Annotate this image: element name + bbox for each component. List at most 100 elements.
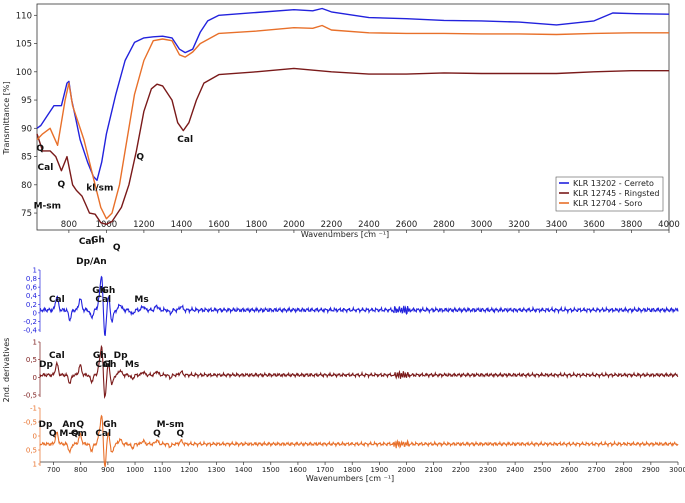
bottom-y-tick-label: 1 — [33, 339, 37, 347]
top-y-tick-label: 90 — [21, 124, 32, 134]
top-annotation-label: kl/sm — [86, 183, 113, 193]
top-annotation-label: Q — [58, 180, 66, 190]
bottom-y-tick-label: 1 — [33, 267, 37, 275]
bottom-x-tick-label: 1800 — [343, 466, 361, 474]
bottom-x-tick-label: 2800 — [615, 466, 633, 474]
bottom-y-tick-label: 0 — [33, 309, 37, 317]
bottom-y-tick-label: 0,2 — [26, 301, 37, 309]
bottom-y-tick-label: -1 — [30, 405, 37, 413]
bottom-x-tick-label: 1000 — [126, 466, 144, 474]
bottom-x-tick-label: 2000 — [398, 466, 416, 474]
legend-label-ringsted: KLR 12745 - Ringsted — [573, 189, 659, 198]
top-x-tick-label: 4000 — [658, 220, 680, 230]
top-y-tick-label: 95 — [21, 96, 32, 106]
bottom-annotation-label: Cal — [95, 429, 111, 439]
bottom-annotation-label: Cal — [49, 351, 65, 361]
bottom-annotation-label: Q — [177, 429, 185, 439]
bottom-annotation-label: Gh — [103, 420, 117, 430]
bottom-series-line-1 — [39, 344, 679, 399]
bottom-annotation-label: Cal — [95, 360, 111, 370]
top-plot-frame — [36, 3, 670, 231]
top-annotation-label: Gh — [91, 235, 105, 245]
bottom-x-tick-label: 1600 — [289, 466, 307, 474]
top-x-axis-label: Wavenumbers [cm ⁻¹] — [301, 230, 389, 239]
bottom-x-tick-label: 700 — [47, 466, 60, 474]
bottom-y-tick-label: 1 — [33, 461, 37, 469]
bottom-x-tick-label: 1300 — [208, 466, 226, 474]
top-annotation-label: Q — [36, 144, 44, 154]
bottom-annotations: CalGhCalGhMsDpCalCalGhGhDpMsQDpQQM-smAnC… — [38, 286, 184, 439]
top-annotation-label: Cal — [177, 135, 193, 145]
bottom-x-tick-label: 2900 — [642, 466, 660, 474]
bottom-series-lines — [39, 275, 679, 468]
bottom-annotation-label: Cal — [49, 295, 65, 305]
top-annotation-label: Cal — [79, 237, 95, 247]
top-y-ticks: 75 80 85 90 95 100 105 110 — [16, 11, 37, 219]
bottom-y-tick-label: -0,4 — [23, 327, 37, 335]
bottom-x-tick-label: 1500 — [262, 466, 280, 474]
top-x-tick-label: 1200 — [133, 220, 155, 230]
top-x-tick-label: 1600 — [208, 220, 230, 230]
top-annotation-label: Q — [113, 243, 121, 253]
top-x-tick-label: 800 — [61, 220, 77, 230]
bottom-y-tick-label: 0,5 — [26, 447, 37, 455]
bottom-series-line-0 — [39, 275, 679, 337]
top-y-tick-label: 80 — [21, 181, 32, 191]
bottom-annotation-label: Q — [153, 429, 161, 439]
bottom-y-tick-label: 0,6 — [26, 284, 38, 292]
bottom-annotation-label: M-sm — [59, 429, 86, 439]
bottom-x-tick-label: 1200 — [180, 466, 198, 474]
bottom-annotation-label: Ms — [125, 360, 139, 370]
top-y-axis-label: Transmittance [%] — [2, 81, 11, 155]
bottom-annotation-label: Q — [76, 420, 84, 430]
bottom-x-tick-label: 2500 — [533, 466, 551, 474]
bottom-y-tick-label: -0,5 — [23, 419, 37, 427]
top-y-tick-label: 105 — [16, 40, 32, 50]
top-series-line-2 — [36, 24, 669, 220]
bottom-x-tick-label: 800 — [74, 466, 87, 474]
top-x-tick-label: 1000 — [96, 220, 118, 230]
top-x-tick-label: 3400 — [546, 220, 568, 230]
transmittance-chart: 75 80 85 90 95 100 105 110 800 1000 1200 1400 1600 1… — [2, 3, 680, 267]
bottom-annotation-label: M-sm — [157, 420, 184, 430]
bottom-annotation-label: Dp — [38, 420, 52, 430]
bottom-annotation-label: Gh — [92, 286, 106, 296]
bottom-y-tick-label: 0,4 — [26, 292, 38, 300]
top-annotation-label: Cal — [38, 163, 54, 173]
bottom-y-tick-label: -0,5 — [23, 392, 37, 400]
derivative-chart: 700 800 900 1000 1100 1200 1300 1400 1500 1600 170… — [2, 267, 685, 484]
top-series-line-1 — [36, 67, 669, 225]
legend-box — [555, 176, 664, 212]
bottom-y-axis-label: 2nd. derivatives — [2, 338, 11, 403]
bottom-series-line-2 — [39, 414, 679, 468]
bottom-x-tick-label: 2400 — [506, 466, 524, 474]
bottom-y-tick-label: 0 — [33, 433, 37, 441]
top-series-lines — [36, 7, 670, 225]
top-x-tick-label: 3200 — [508, 220, 530, 230]
bottom-y-axes: 10,80,60,40,20-0,2-0,410,50-0,5-1-0,500,… — [23, 267, 41, 469]
legend-label-soro: KLR 12704 - Soro — [573, 199, 642, 208]
bottom-y-tick-label: -0,2 — [23, 318, 37, 326]
bottom-annotation-label: Q — [71, 429, 79, 439]
bottom-x-tick-label: 1700 — [316, 466, 334, 474]
bottom-x-tick-label: 2600 — [560, 466, 578, 474]
legend-label-cerreto: KLR 13202 - Cerreto — [573, 179, 654, 188]
bottom-x-tick-label: 1100 — [153, 466, 171, 474]
top-y-tick-label: 75 — [21, 209, 32, 219]
top-annotation-label: M-sm — [34, 202, 61, 212]
bottom-x-tick-label: 1900 — [370, 466, 388, 474]
bottom-x-tick-label: 1400 — [235, 466, 253, 474]
top-x-tick-label: 2000 — [283, 220, 305, 230]
bottom-x-tick-label: 3000 — [669, 466, 685, 474]
bottom-x-axis-label: Wavenumbers [cm ⁻¹] — [306, 474, 394, 483]
bottom-x-tick-label: 2100 — [425, 466, 443, 474]
bottom-x-tick-label: 2200 — [452, 466, 470, 474]
top-y-tick-label: 110 — [16, 11, 32, 21]
top-x-tick-label: 3600 — [583, 220, 605, 230]
top-x-tick-label: 2600 — [396, 220, 418, 230]
bottom-y-tick-label: 0 — [33, 374, 37, 382]
bottom-annotation-label: Q — [49, 429, 57, 439]
top-annotation-label: Q — [136, 152, 144, 162]
top-x-tick-label: 1400 — [171, 220, 193, 230]
